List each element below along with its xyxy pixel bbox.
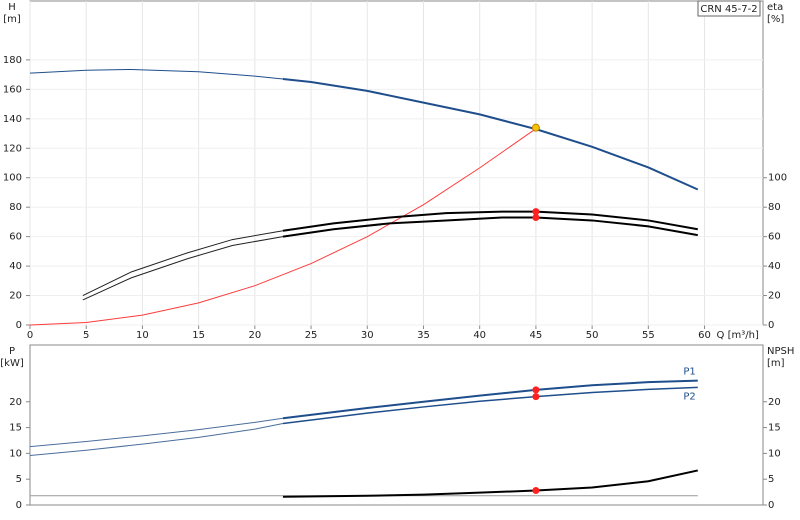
y-tick-label: 120: [3, 143, 22, 154]
duty-point: [532, 208, 540, 216]
x-tick-label: 45: [530, 330, 543, 341]
y-axis-unit: [m]: [3, 14, 21, 25]
y2-tick-label: 15: [768, 423, 781, 434]
y-tick-label: 0: [16, 320, 22, 331]
y2-axis-unit: [%]: [767, 14, 784, 25]
y-tick-label: 15: [9, 423, 22, 434]
y-tick-label: 0: [16, 500, 22, 511]
model-box: [697, 0, 761, 17]
curve: [29, 417, 284, 448]
duty-point: [532, 487, 540, 495]
x-tick-label: 10: [136, 330, 149, 341]
curve: [282, 386, 698, 425]
y-tick-label: 100: [3, 173, 22, 184]
y2-tick-label: 60: [768, 232, 781, 243]
y-axis-label: P: [9, 346, 15, 357]
curve: [282, 379, 698, 420]
plot-frame: [29, 344, 764, 506]
y2-axis-unit: [m]: [767, 358, 785, 369]
series-label: P2: [683, 391, 695, 402]
y-axis-label: H: [8, 2, 16, 13]
x-tick-label: 20: [248, 330, 261, 341]
y2-tick-label: 0: [768, 500, 774, 511]
y-tick-label: 40: [9, 261, 22, 272]
duty-point: [532, 393, 540, 401]
y-tick-label: 140: [3, 114, 22, 125]
x-tick-label: 15: [192, 330, 205, 341]
y2-axis-label: NPSH: [767, 346, 794, 357]
duty-point: [532, 386, 540, 394]
duty-point: [532, 213, 540, 221]
x-tick-label: 5: [83, 330, 89, 341]
y-tick-label: 60: [9, 232, 22, 243]
curve: [82, 230, 284, 296]
x-tick-label: 0: [27, 330, 33, 341]
x-axis-label: Q [m³/h]: [717, 330, 759, 341]
y-tick-label: 10: [9, 448, 22, 459]
model-label: CRN 45-7-2: [700, 4, 757, 15]
y-tick-label: 5: [16, 474, 22, 485]
y2-tick-label: 20: [768, 291, 781, 302]
x-tick-label: 40: [473, 330, 486, 341]
y2-tick-label: 20: [768, 397, 781, 408]
series-label: P1: [683, 367, 695, 378]
curve: [82, 236, 284, 301]
curve: [282, 469, 699, 498]
y-tick-label: 160: [3, 84, 22, 95]
y-tick-label: 20: [9, 397, 22, 408]
curve: [282, 216, 698, 238]
curve: [29, 422, 284, 456]
duty-point: [531, 123, 540, 132]
y2-tick-label: 10: [768, 448, 781, 459]
y-tick-label: 20: [9, 291, 22, 302]
y-tick-label: 180: [3, 55, 22, 66]
y2-tick-label: 100: [768, 173, 787, 184]
x-tick-label: 55: [642, 330, 655, 341]
plot-frame: [29, 0, 764, 326]
x-tick-label: 50: [586, 330, 599, 341]
x-tick-label: 30: [361, 330, 374, 341]
curve: [29, 128, 537, 326]
curve: [29, 68, 284, 80]
curve: [282, 210, 698, 232]
y2-tick-label: 40: [768, 261, 781, 272]
y2-axis-label: eta: [767, 2, 783, 13]
x-tick-label: 35: [417, 330, 430, 341]
y-axis-unit: [kW]: [0, 358, 24, 369]
curve: [282, 78, 699, 191]
y2-tick-label: 80: [768, 202, 781, 213]
y2-tick-label: 0: [768, 320, 774, 331]
x-tick-label: 25: [305, 330, 318, 341]
y-tick-label: 80: [9, 202, 22, 213]
x-tick-label: 60: [698, 330, 711, 341]
y2-tick-label: 5: [768, 474, 774, 485]
